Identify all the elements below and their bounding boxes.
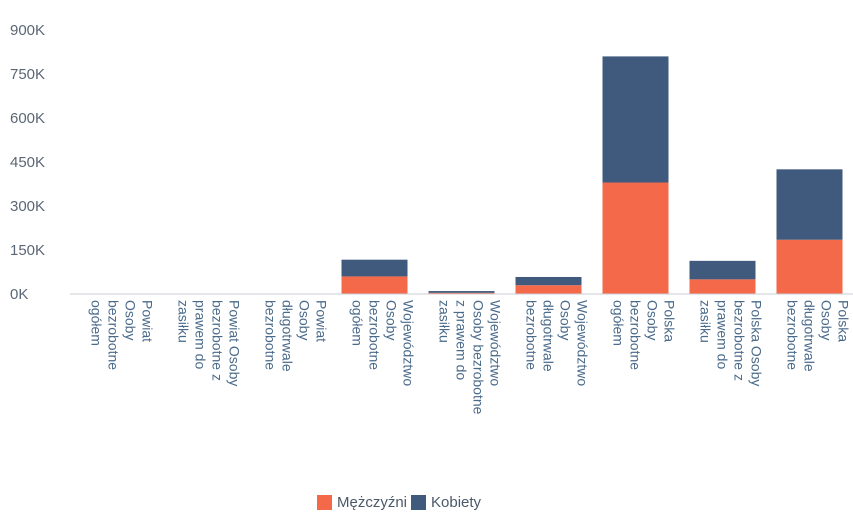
x-tick-label: prawem do [715, 300, 731, 369]
bar-kobiety [776, 169, 843, 240]
legend-label-mezczyzni[interactable]: Mężczyźni [337, 494, 407, 511]
bar-mezczyzni [776, 239, 843, 294]
x-tick-label: Osoby [123, 300, 139, 340]
legend-swatch-kobiety [411, 495, 426, 510]
x-tick-label: zasiłku [437, 300, 453, 343]
bar-kobiety [602, 56, 669, 183]
x-tick-label: bezrobotne z [210, 300, 226, 381]
legend-swatch-mezczyzni [317, 495, 332, 510]
x-tick-label: Osoby [819, 300, 835, 340]
bar-kobiety [515, 276, 582, 286]
x-tick-label: Województwo [401, 300, 417, 386]
y-tick-label: 0K [10, 286, 28, 303]
y-tick-label: 300K [10, 198, 45, 215]
x-tick-label: Powiat [140, 300, 156, 342]
x-tick-label: długotrwale [280, 300, 296, 372]
x-tick-label: bezrobotne [524, 300, 540, 370]
x-tick-label: Osoby [645, 300, 661, 340]
bar-mezczyzni [602, 182, 669, 294]
x-tick-label: zasiłku [176, 300, 192, 343]
y-tick-label: 450K [10, 154, 45, 171]
x-tick-label: Polska Osoby [749, 300, 765, 386]
x-tick-label: bezrobotne [106, 300, 122, 370]
bar-kobiety [428, 291, 495, 293]
x-tick-label: ogółem [611, 300, 627, 346]
x-tick-label: Województwo [488, 300, 504, 386]
x-tick-label: długotrwale [802, 300, 818, 372]
x-tick-label: ogółem [350, 300, 366, 346]
x-tick-label: z prawem do [454, 300, 470, 380]
legend-label-kobiety[interactable]: Kobiety [431, 494, 482, 511]
x-tick-label: Powiat Osoby [227, 300, 243, 386]
x-tick-label: Polska [662, 300, 678, 342]
y-axis: 0K 150K 300K 450K 600K 750K 900K [10, 22, 45, 303]
x-tick-label: Polska [836, 300, 852, 342]
x-tick-label: Osoby [297, 300, 313, 340]
x-tick-label: Osoby [558, 300, 574, 340]
y-tick-label: 600K [10, 110, 45, 127]
x-tick-label: zasiłku [698, 300, 714, 343]
y-tick-label: 750K [10, 66, 45, 83]
x-tick-label: bezrobotne [263, 300, 279, 370]
x-tick-label: Województwo [575, 300, 591, 386]
x-tick-label: bezrobotne [367, 300, 383, 370]
legend: Mężczyźni Kobiety [317, 494, 482, 511]
bar-kobiety [689, 260, 756, 280]
bar-mezczyzni [428, 292, 495, 294]
x-tick-label: bezrobotne [785, 300, 801, 370]
x-tick-label: Osoby [384, 300, 400, 340]
x-tick-label: prawem do [193, 300, 209, 369]
bar-mezczyzni [689, 279, 756, 294]
x-tick-label: bezrobotne [628, 300, 644, 370]
x-tick-label: Osoby bezrobotne [471, 300, 487, 415]
bar-kobiety [341, 259, 408, 277]
x-tick-label: długotrwale [541, 300, 557, 372]
y-tick-label: 900K [10, 22, 45, 39]
bars [80, 56, 843, 294]
bar-mezczyzni [341, 276, 408, 294]
x-tick-label: ogółem [89, 300, 105, 346]
x-tick-label: bezrobotne z [732, 300, 748, 381]
bar-mezczyzni [515, 285, 582, 294]
x-tick-label: Powiat [314, 300, 330, 342]
y-tick-label: 150K [10, 242, 45, 259]
